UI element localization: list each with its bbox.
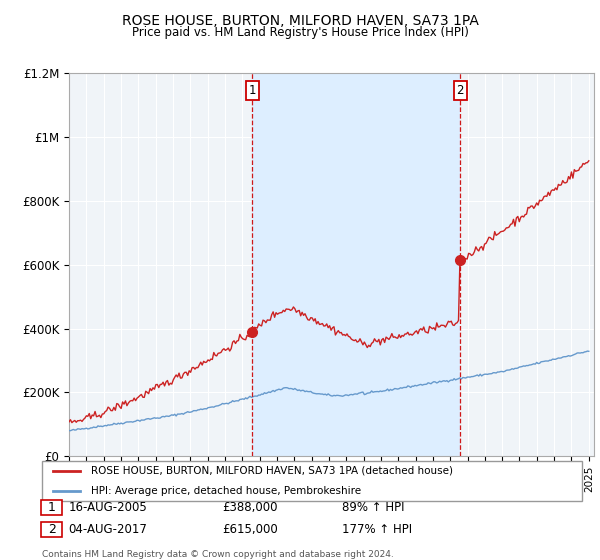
- Text: ROSE HOUSE, BURTON, MILFORD HAVEN, SA73 1PA (detached house): ROSE HOUSE, BURTON, MILFORD HAVEN, SA73 …: [91, 466, 452, 476]
- Text: 16-AUG-2005: 16-AUG-2005: [68, 501, 147, 514]
- Text: 04-AUG-2017: 04-AUG-2017: [68, 523, 147, 536]
- Text: 2: 2: [457, 85, 464, 97]
- Bar: [253, 73, 460, 456]
- Text: 1: 1: [47, 501, 56, 514]
- Text: 2: 2: [47, 523, 56, 536]
- Text: Price paid vs. HM Land Registry's House Price Index (HPI): Price paid vs. HM Land Registry's House …: [131, 26, 469, 39]
- Text: £388,000: £388,000: [222, 501, 277, 514]
- Text: 177% ↑ HPI: 177% ↑ HPI: [342, 523, 412, 536]
- Text: ROSE HOUSE, BURTON, MILFORD HAVEN, SA73 1PA: ROSE HOUSE, BURTON, MILFORD HAVEN, SA73 …: [122, 14, 478, 28]
- Text: 1: 1: [248, 85, 256, 97]
- Text: 89% ↑ HPI: 89% ↑ HPI: [342, 501, 404, 514]
- Text: Contains HM Land Registry data © Crown copyright and database right 2024.
This d: Contains HM Land Registry data © Crown c…: [42, 550, 394, 560]
- Text: £615,000: £615,000: [222, 523, 278, 536]
- Text: HPI: Average price, detached house, Pembrokeshire: HPI: Average price, detached house, Pemb…: [91, 486, 361, 496]
